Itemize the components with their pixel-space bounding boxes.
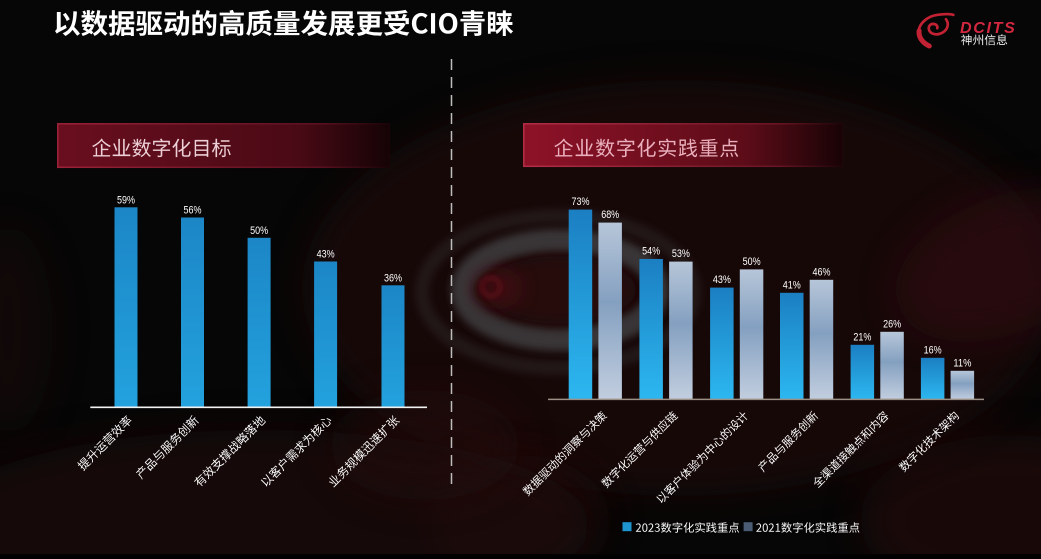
- svg-text:DCITS: DCITS: [960, 20, 1017, 37]
- svg-text:59%: 59%: [117, 194, 135, 206]
- svg-text:21%: 21%: [853, 331, 871, 343]
- svg-text:26%: 26%: [883, 318, 901, 330]
- svg-text:54%: 54%: [642, 246, 660, 258]
- svg-text:50%: 50%: [250, 225, 268, 237]
- svg-text:73%: 73%: [572, 196, 590, 208]
- svg-text:68%: 68%: [601, 209, 619, 221]
- svg-text:16%: 16%: [924, 344, 942, 356]
- svg-text:11%: 11%: [953, 357, 971, 369]
- svg-text:56%: 56%: [184, 205, 202, 217]
- svg-text:36%: 36%: [384, 272, 402, 284]
- svg-text:53%: 53%: [672, 248, 690, 260]
- svg-text:50%: 50%: [743, 256, 761, 268]
- svg-text:46%: 46%: [813, 266, 831, 278]
- svg-text:43%: 43%: [713, 274, 731, 286]
- svg-text:43%: 43%: [317, 249, 335, 261]
- svg-text:41%: 41%: [783, 279, 801, 291]
